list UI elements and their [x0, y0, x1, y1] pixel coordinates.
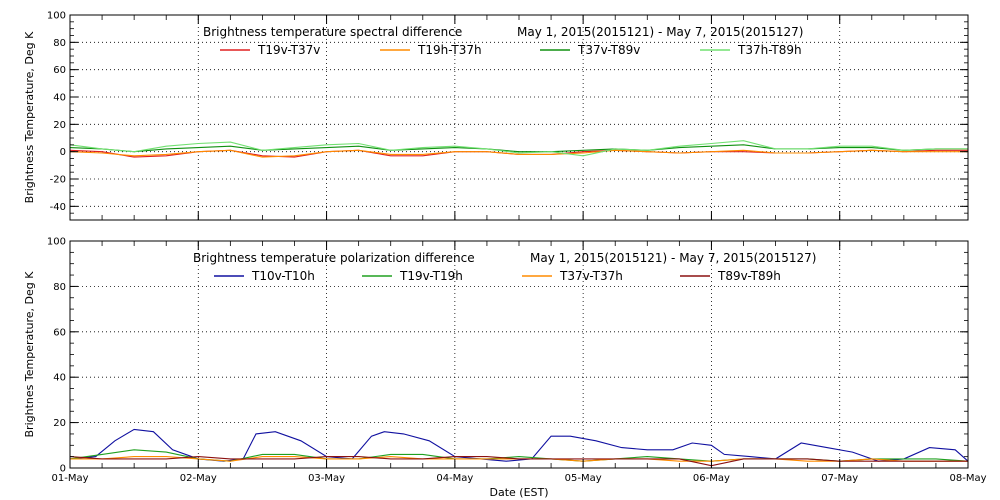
y-tick-label: 40 [53, 93, 66, 104]
legend: T19v-T37v T19h-T37h T37v-T89v T37h-T89h [220, 43, 802, 57]
polarization-difference-panel: 0 20 40 60 80 100 01-May 02-May 03-May 04-May 05-M… [23, 237, 987, 500]
x-tick-label: 08-May [949, 473, 986, 484]
legend-label: T19v-T37v [257, 43, 320, 57]
y-axis-label: Brightnes Temperature, Deg K [23, 271, 36, 438]
y-tick-label: 20 [53, 120, 66, 131]
y-axis-label: Brightness Temperature, Deg K [23, 31, 36, 203]
y-tick-label: -20 [50, 175, 66, 186]
tick-group: 0 20 40 60 80 100 01-May 02-May 03-May 04-May 05-M… [47, 237, 987, 485]
spectral-difference-panel: -40 -20 0 20 40 60 80 100 Brightness temperatur… [23, 11, 969, 221]
date-range-label: May 1, 2015(2015121) - May 7, 2015(20151… [530, 251, 816, 265]
x-tick-label: 07-May [821, 473, 858, 484]
x-tick-label: 01-May [51, 473, 88, 484]
series-group [69, 140, 968, 158]
legend-label: T19h-T37h [417, 43, 482, 57]
legend-label: T89v-T89h [717, 269, 781, 283]
series-line [69, 149, 968, 158]
legend: T10v-T10h T19v-T19h T37v-T37h T89v-T89h [214, 269, 781, 283]
y-tick-label: 80 [53, 282, 66, 293]
legend-label: T37v-T89v [577, 43, 640, 57]
x-tick-label: 04-May [436, 473, 473, 484]
y-tick-label: 80 [53, 38, 66, 49]
x-tick-label: 03-May [308, 473, 345, 484]
grid [70, 241, 968, 468]
series-group [69, 428, 969, 467]
y-tick-label: 60 [53, 327, 66, 338]
y-tick-label: 60 [53, 65, 66, 76]
y-tick-label: 0 [60, 147, 66, 158]
grid [70, 15, 968, 220]
y-tick-label: 20 [53, 418, 66, 429]
chart-title: Brightness temperature polarization diff… [193, 251, 475, 265]
chart-title: Brightness temperature spectral differen… [203, 25, 462, 39]
y-tick-label: 100 [47, 11, 66, 22]
y-tick-label: 100 [47, 237, 66, 248]
x-axis-label: Date (EST) [489, 486, 548, 499]
legend-label: T19v-T19h [399, 269, 463, 283]
x-tick-label: 05-May [565, 473, 602, 484]
legend-label: T37v-T37h [559, 269, 623, 283]
y-tick-label: -40 [50, 202, 66, 213]
series-line [69, 140, 968, 157]
y-tick-label: 40 [53, 373, 66, 384]
y-tick-label: 0 [60, 464, 66, 475]
series-line [69, 456, 968, 467]
x-tick-label: 02-May [180, 473, 217, 484]
legend-label: T37h-T89h [737, 43, 802, 57]
x-tick-label: 06-May [693, 473, 730, 484]
legend-label: T10v-T10h [251, 269, 315, 283]
tick-group: -40 -20 0 20 40 60 80 100 [47, 11, 969, 221]
date-range-label: May 1, 2015(2015121) - May 7, 2015(20151… [517, 25, 803, 39]
